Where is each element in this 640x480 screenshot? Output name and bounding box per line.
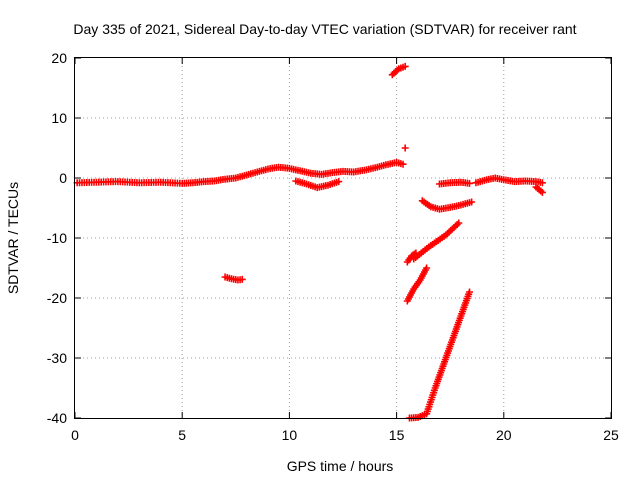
y-tick-label: 10 — [51, 110, 67, 126]
y-tick-label: 20 — [51, 50, 67, 66]
data-point — [465, 288, 473, 296]
data-point — [423, 264, 431, 272]
data-point — [335, 178, 343, 186]
y-tick-label: -10 — [47, 230, 67, 246]
x-tick-label: 15 — [389, 427, 405, 443]
x-tick-label: 10 — [282, 427, 298, 443]
axis-ticks: 0 5 10 15 20 25 -40 -30 -20 -10 0 10 20 — [47, 50, 619, 443]
y-tick-label: -40 — [47, 410, 67, 426]
grid — [75, 58, 611, 418]
x-tick-label: 0 — [71, 427, 79, 443]
data-point — [465, 179, 473, 187]
x-tick-label: 5 — [178, 427, 186, 443]
x-axis-label: GPS time / hours — [287, 458, 394, 474]
plot-frame — [74, 57, 612, 419]
y-axis-label: SDTVAR / TECUs — [5, 182, 21, 294]
data-point — [538, 179, 546, 187]
data-point — [238, 275, 246, 283]
data-point — [401, 144, 409, 152]
chart-title: Day 335 of 2021, Sidereal Day-to-day VTE… — [73, 21, 576, 37]
data-point — [399, 160, 407, 168]
y-tick-label: 0 — [59, 170, 67, 186]
data-point — [538, 188, 546, 196]
x-tick-label: 25 — [603, 427, 619, 443]
data-point — [401, 62, 409, 70]
x-tick-label: 20 — [496, 427, 512, 443]
data-point — [455, 219, 463, 227]
data-point — [468, 198, 476, 206]
y-tick-label: -30 — [47, 350, 67, 366]
y-tick-label: -20 — [47, 290, 67, 306]
data-series — [73, 62, 546, 422]
